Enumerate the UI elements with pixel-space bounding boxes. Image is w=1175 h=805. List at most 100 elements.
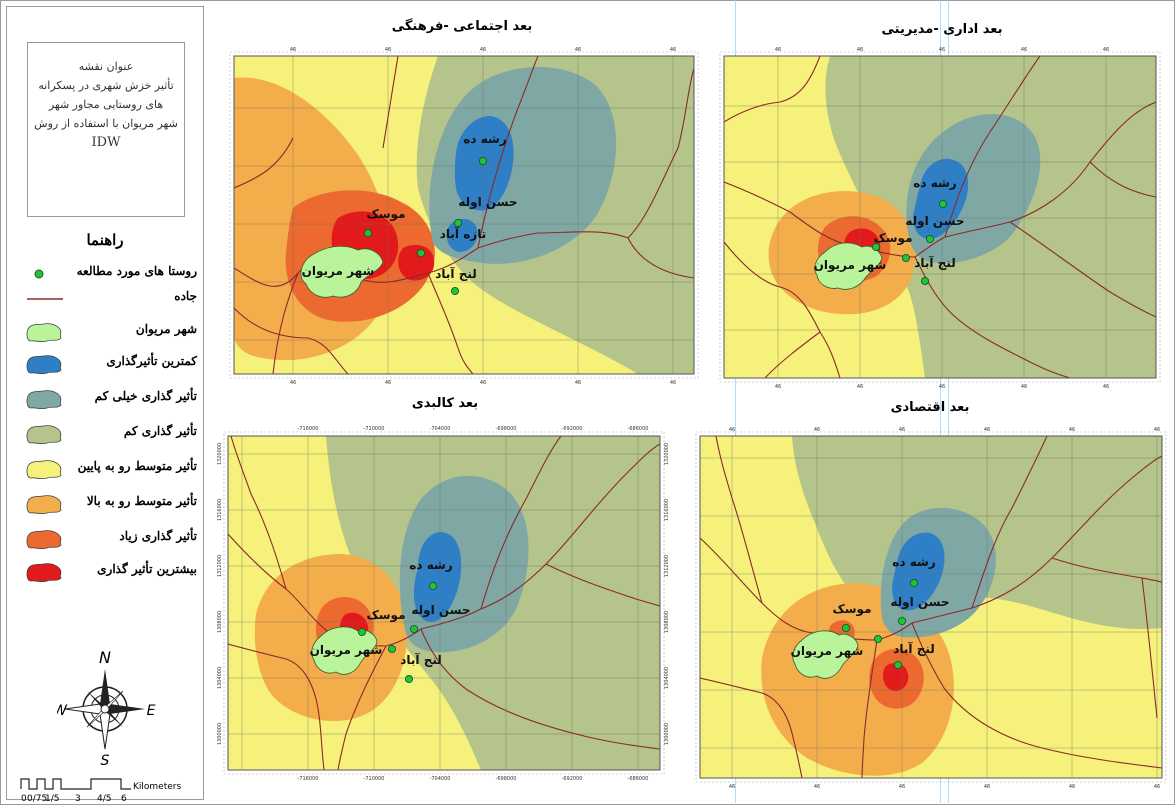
zone-polygon-icon — [26, 530, 62, 550]
coordinate-tick-label: 1304000 — [217, 667, 223, 689]
road-line — [272, 272, 299, 374]
coordinate-tick-label: 46 — [670, 47, 676, 53]
village-label: رشه ده — [409, 558, 452, 572]
legend-item-label: شهر مریوان — [135, 322, 197, 336]
map-title-line: های روستایی مجاور شهر — [48, 98, 164, 111]
legend-item: تأثیر متوسط رو به بالا — [15, 491, 201, 517]
road-line — [700, 677, 803, 778]
city-marivan-polygon — [300, 245, 384, 298]
road-line — [477, 56, 539, 249]
coordinate-tick-label: 46 — [670, 380, 676, 386]
village-label: موسک — [873, 231, 912, 246]
road-line — [1089, 161, 1156, 198]
zone-polygon-icon — [26, 390, 62, 410]
road-line — [337, 645, 387, 770]
map-panel-social: رشه ده حسن اوله تازه آباد موسک لنج آباد شهر م… — [229, 47, 699, 386]
village-point — [897, 616, 907, 626]
map-title-heading: عنوان نقشه — [78, 60, 134, 73]
coordinate-tick-label: 46 — [814, 427, 820, 433]
legend-item: روستا های مورد مطالعه — [15, 261, 201, 287]
road-line-icon — [27, 298, 63, 300]
road-line — [480, 436, 562, 610]
coordinate-tick-label: 1308000 — [217, 611, 223, 633]
coordinate-tick-label: 46 — [385, 47, 391, 53]
coordinate-tick-label: 46 — [857, 47, 863, 53]
map-content: رشه ده حسن اوله موسک لنج آباد شهر مریوان — [228, 436, 660, 770]
map-frame — [699, 435, 1163, 779]
coordinate-tick-label: 1316000 — [217, 499, 223, 521]
village-label: شهر مریوان — [302, 264, 375, 279]
village-point — [428, 581, 438, 591]
village-label: موسک — [366, 608, 405, 623]
map-neatline — [229, 51, 699, 379]
map-frame — [227, 435, 661, 771]
map-panel-physical: رشه ده حسن اوله موسک لنج آباد شهر مریوان -716… — [217, 426, 670, 782]
map-title-method: IDW — [91, 135, 121, 150]
coordinate-tick-label: 46 — [480, 380, 486, 386]
influence-zone — [398, 244, 435, 281]
scale-unit: Kilometers — [133, 782, 181, 792]
coordinate-tick-label: -710000 — [364, 426, 385, 432]
legend-item-label: کمترین تأثیرگذاری — [106, 354, 197, 368]
zone-polygon-icon — [26, 495, 62, 515]
village-label: لنج آباد — [914, 255, 956, 270]
scale-tick: 4/5 — [97, 794, 111, 804]
map-content: رشه ده حسن اوله تازه آباد موسک لنج آباد شهر م… — [234, 56, 694, 374]
legend-item: بیشترین تأثیر گذاری — [15, 559, 201, 585]
influence-zone — [892, 532, 945, 611]
coordinate-tick-label: 1308000 — [664, 611, 670, 633]
coordinate-tick-label: 46 — [1069, 427, 1075, 433]
road-line — [1051, 557, 1162, 583]
village-label: رشه ده — [892, 555, 935, 569]
coordinate-tick-label: 46 — [729, 784, 735, 790]
village-label: شهر مریوان — [814, 258, 887, 273]
village-point-icon — [34, 269, 44, 279]
zone-polygon-icon — [26, 460, 62, 480]
road-line — [382, 56, 399, 149]
road-line — [715, 436, 763, 604]
road-line — [911, 622, 1162, 769]
village-point — [387, 644, 397, 654]
legend-item-label: تأثیر متوسط رو به پایین — [77, 459, 197, 473]
map-title-social: بعد اجتماعی -فرهنگی — [391, 19, 533, 34]
village-point — [925, 234, 935, 244]
road-line — [971, 436, 1048, 609]
village-point — [404, 674, 414, 684]
coordinate-tick-label: 46 — [939, 384, 945, 390]
map-title-physical: بعد کالبدی — [411, 396, 479, 411]
influence-zone — [446, 218, 478, 252]
scale-tick: 0/75 — [27, 794, 47, 804]
legend-item: تأثیر متوسط رو به پایین — [15, 456, 201, 482]
legend-item-label: تأثیر متوسط رو به بالا — [86, 494, 197, 508]
coordinate-tick-label: 46 — [575, 47, 581, 53]
scale-tick: 6 — [121, 794, 127, 804]
village-label: لنج آباد — [893, 641, 935, 656]
compass-s-label: S — [101, 753, 110, 767]
road-line — [228, 643, 325, 770]
legend-item: کمترین تأثیرگذاری — [15, 351, 201, 377]
guide-line — [948, 0, 949, 803]
coordinate-tick-label: -704000 — [430, 426, 451, 432]
influence-zone — [913, 158, 969, 240]
map-frame — [233, 55, 695, 375]
village-point — [416, 248, 426, 258]
village-label: حسن اوله — [458, 195, 517, 210]
coordinate-tick-label: 46 — [729, 427, 735, 433]
coordinate-tick-label: 1300000 — [217, 723, 223, 745]
village-point — [871, 242, 881, 252]
legend-item: شهر مریوان — [15, 319, 201, 345]
map-title-economic: بعد اقتصادی — [890, 400, 970, 415]
village-point — [453, 218, 463, 228]
village-label: رشه ده — [463, 132, 506, 146]
village-point — [357, 627, 367, 637]
legend-item-label: روستا های مورد مطالعه — [76, 264, 197, 278]
road-line — [230, 436, 287, 590]
zone-polygon-icon — [26, 425, 62, 445]
coordinate-tick-label: 46 — [857, 384, 863, 390]
coordinate-tick-label: 46 — [939, 47, 945, 53]
road-line — [627, 237, 694, 279]
village-label: شهر مریوان — [310, 643, 383, 658]
road-line — [427, 272, 474, 374]
coordinate-tick-label: 46 — [575, 380, 581, 386]
road-line — [944, 56, 1041, 238]
